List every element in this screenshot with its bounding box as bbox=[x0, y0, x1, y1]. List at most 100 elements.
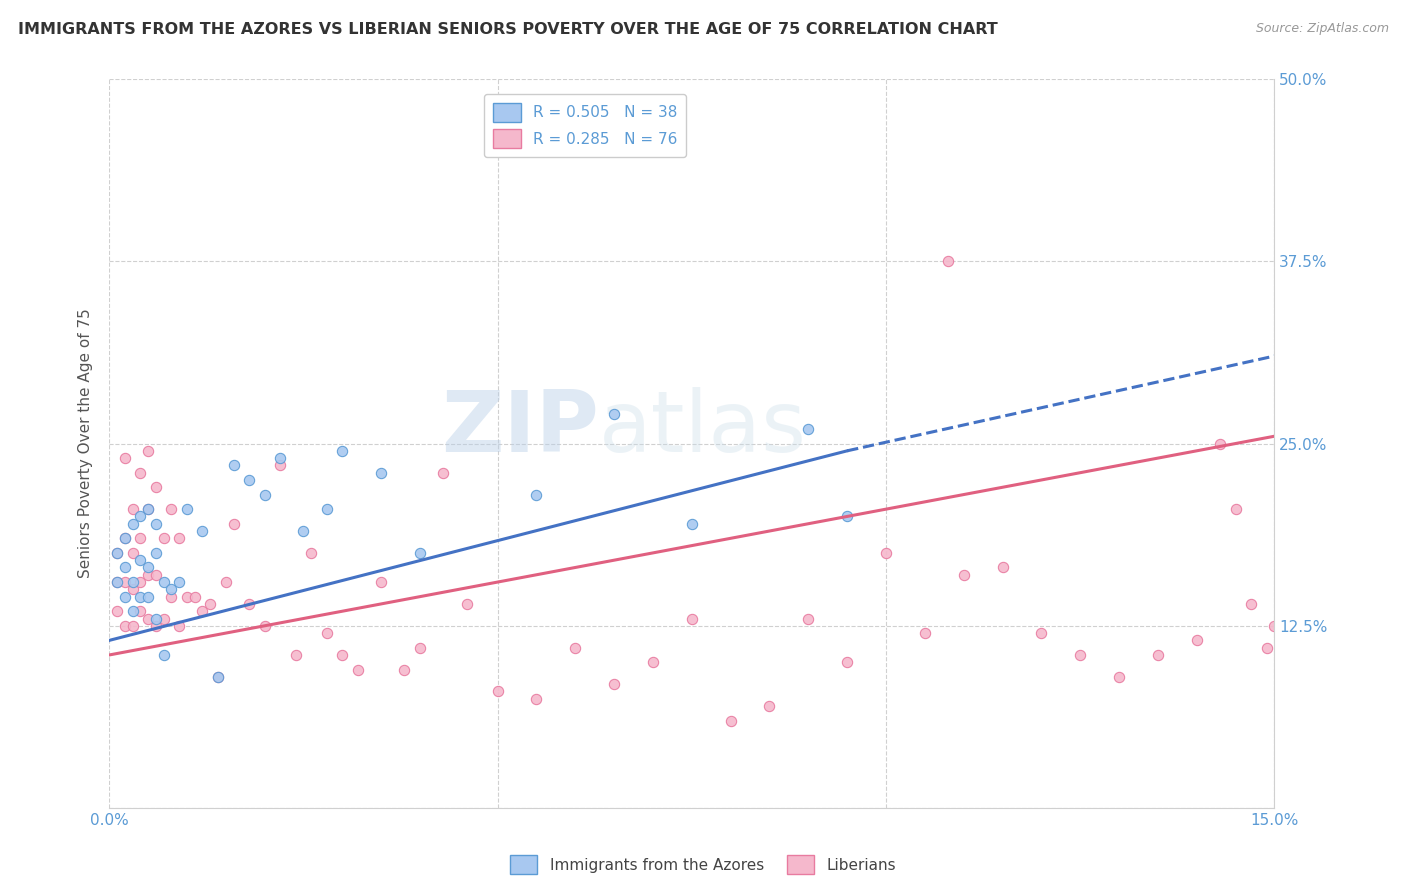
Point bbox=[160, 590, 183, 604]
Point bbox=[1209, 436, 1232, 450]
Point bbox=[145, 619, 167, 633]
Point bbox=[114, 619, 136, 633]
Point bbox=[1286, 633, 1309, 648]
Point bbox=[160, 582, 183, 597]
Point bbox=[114, 560, 136, 574]
Point bbox=[526, 487, 548, 501]
Point bbox=[129, 466, 152, 480]
Point bbox=[129, 553, 152, 567]
Point bbox=[145, 480, 167, 494]
Point bbox=[121, 619, 143, 633]
Point bbox=[394, 663, 416, 677]
Point bbox=[121, 516, 143, 531]
Point bbox=[176, 502, 198, 516]
Point bbox=[238, 473, 260, 487]
Point bbox=[681, 611, 703, 625]
Point bbox=[1069, 648, 1091, 662]
Point bbox=[207, 670, 229, 684]
Point bbox=[720, 714, 742, 728]
Point bbox=[284, 648, 307, 662]
Point bbox=[253, 487, 276, 501]
Point bbox=[105, 546, 128, 560]
Point bbox=[121, 604, 143, 618]
Point bbox=[152, 575, 174, 590]
Point bbox=[191, 604, 214, 618]
Point bbox=[129, 590, 152, 604]
Point bbox=[914, 626, 936, 640]
Point bbox=[121, 502, 143, 516]
Point bbox=[145, 516, 167, 531]
Legend: Immigrants from the Azores, Liberians: Immigrants from the Azores, Liberians bbox=[503, 849, 903, 880]
Point bbox=[145, 546, 167, 560]
Point bbox=[105, 575, 128, 590]
Text: IMMIGRANTS FROM THE AZORES VS LIBERIAN SENIORS POVERTY OVER THE AGE OF 75 CORREL: IMMIGRANTS FROM THE AZORES VS LIBERIAN S… bbox=[18, 22, 998, 37]
Point bbox=[603, 677, 626, 691]
Point bbox=[152, 648, 174, 662]
Point bbox=[936, 254, 959, 268]
Point bbox=[129, 531, 152, 545]
Point bbox=[200, 597, 222, 611]
Point bbox=[238, 597, 260, 611]
Point bbox=[409, 546, 432, 560]
Point bbox=[315, 502, 337, 516]
Point bbox=[191, 524, 214, 538]
Point bbox=[875, 546, 897, 560]
Point bbox=[145, 611, 167, 625]
Point bbox=[136, 611, 159, 625]
Point bbox=[299, 546, 322, 560]
Point bbox=[641, 655, 664, 669]
Point bbox=[370, 575, 392, 590]
Text: Source: ZipAtlas.com: Source: ZipAtlas.com bbox=[1256, 22, 1389, 36]
Point bbox=[330, 648, 353, 662]
Point bbox=[136, 560, 159, 574]
Point bbox=[114, 451, 136, 466]
Point bbox=[456, 597, 478, 611]
Point bbox=[409, 640, 432, 655]
Point bbox=[1271, 247, 1294, 261]
Point bbox=[136, 590, 159, 604]
Text: atlas: atlas bbox=[599, 387, 807, 470]
Point bbox=[121, 582, 143, 597]
Point bbox=[114, 590, 136, 604]
Point bbox=[432, 466, 454, 480]
Point bbox=[152, 611, 174, 625]
Point bbox=[183, 590, 205, 604]
Point bbox=[1031, 626, 1053, 640]
Point bbox=[114, 531, 136, 545]
Point bbox=[797, 611, 820, 625]
Point bbox=[136, 502, 159, 516]
Text: ZIP: ZIP bbox=[441, 387, 599, 470]
Point bbox=[129, 575, 152, 590]
Point bbox=[222, 458, 245, 473]
Point bbox=[114, 531, 136, 545]
Point bbox=[991, 560, 1014, 574]
Point bbox=[167, 531, 190, 545]
Point bbox=[269, 458, 291, 473]
Point bbox=[136, 502, 159, 516]
Y-axis label: Seniors Poverty Over the Age of 75: Seniors Poverty Over the Age of 75 bbox=[79, 309, 93, 578]
Point bbox=[1185, 633, 1208, 648]
Point bbox=[1225, 502, 1247, 516]
Point bbox=[121, 546, 143, 560]
Point bbox=[160, 502, 183, 516]
Point bbox=[114, 575, 136, 590]
Point bbox=[315, 626, 337, 640]
Point bbox=[292, 524, 315, 538]
Point bbox=[486, 684, 509, 698]
Point bbox=[564, 640, 586, 655]
Point bbox=[1108, 670, 1130, 684]
Point bbox=[837, 655, 859, 669]
Point bbox=[370, 466, 392, 480]
Point bbox=[797, 422, 820, 436]
Point bbox=[207, 670, 229, 684]
Point bbox=[1278, 87, 1301, 101]
Point bbox=[603, 408, 626, 422]
Point bbox=[681, 516, 703, 531]
Point bbox=[121, 575, 143, 590]
Point bbox=[136, 443, 159, 458]
Point bbox=[1263, 619, 1285, 633]
Point bbox=[129, 509, 152, 524]
Point bbox=[222, 516, 245, 531]
Point bbox=[176, 590, 198, 604]
Point bbox=[330, 443, 353, 458]
